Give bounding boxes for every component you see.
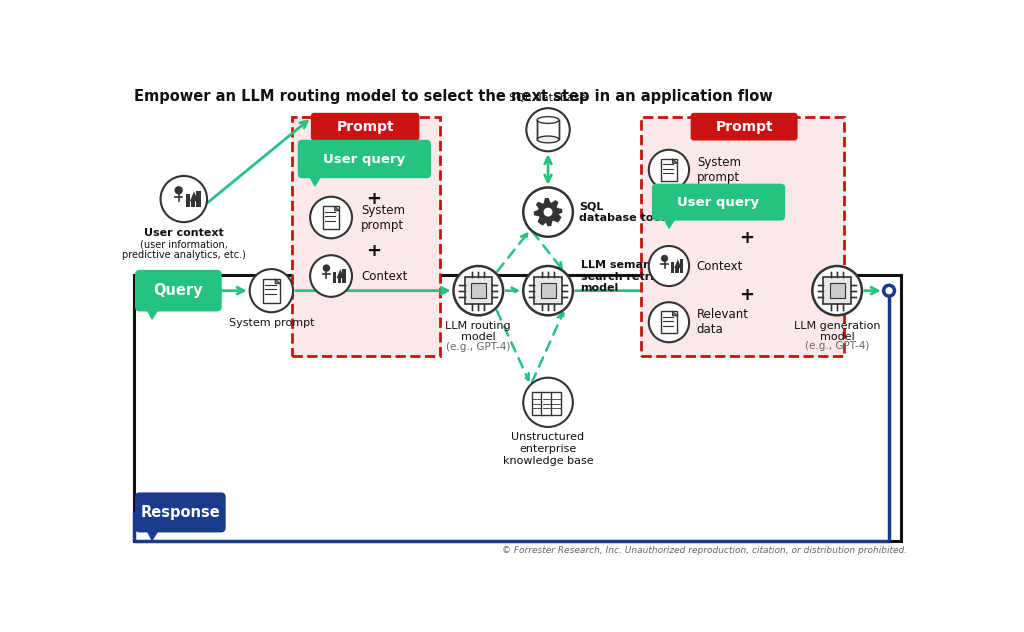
Bar — [191, 199, 196, 207]
Text: LLM routing
model: LLM routing model — [445, 320, 511, 343]
Text: Relevant
data: Relevant data — [697, 308, 749, 336]
FancyBboxPatch shape — [542, 392, 552, 415]
Bar — [675, 266, 679, 273]
Circle shape — [310, 197, 352, 238]
Text: SQL database: SQL database — [509, 93, 587, 103]
Polygon shape — [535, 198, 562, 226]
Text: LLM generation
model: LLM generation model — [794, 320, 881, 343]
Polygon shape — [674, 259, 681, 268]
Text: LLM semantic
search retrieval
model: LLM semantic search retrieval model — [581, 260, 680, 293]
Ellipse shape — [538, 117, 559, 123]
Circle shape — [523, 378, 572, 427]
Ellipse shape — [538, 136, 559, 143]
Bar — [333, 272, 337, 283]
Text: Unstructured
enterprise
knowledge base: Unstructured enterprise knowledge base — [503, 432, 593, 466]
Polygon shape — [335, 206, 339, 210]
FancyBboxPatch shape — [263, 279, 280, 303]
Text: +: + — [367, 241, 381, 260]
Polygon shape — [673, 159, 677, 163]
Polygon shape — [337, 269, 344, 278]
FancyBboxPatch shape — [135, 270, 222, 312]
Text: Prompt: Prompt — [336, 119, 394, 133]
FancyBboxPatch shape — [323, 206, 339, 229]
FancyBboxPatch shape — [660, 159, 677, 181]
FancyBboxPatch shape — [535, 277, 562, 304]
FancyBboxPatch shape — [298, 140, 431, 178]
Text: System
prompt: System prompt — [361, 204, 406, 231]
Circle shape — [454, 266, 503, 315]
Polygon shape — [189, 191, 199, 202]
FancyBboxPatch shape — [652, 184, 785, 221]
Bar — [338, 276, 341, 283]
Polygon shape — [145, 528, 160, 540]
Text: +: + — [739, 229, 754, 246]
FancyBboxPatch shape — [823, 277, 851, 304]
Circle shape — [812, 266, 862, 315]
FancyBboxPatch shape — [690, 112, 798, 140]
Circle shape — [310, 255, 352, 297]
Polygon shape — [663, 216, 677, 228]
Polygon shape — [275, 279, 280, 284]
Bar — [671, 262, 674, 273]
Circle shape — [649, 246, 689, 286]
Bar — [134, 276, 901, 541]
FancyBboxPatch shape — [551, 392, 561, 415]
Polygon shape — [145, 307, 160, 319]
Circle shape — [523, 188, 572, 237]
Circle shape — [323, 264, 330, 272]
Text: System
prompt: System prompt — [697, 155, 740, 184]
Circle shape — [161, 176, 207, 222]
Text: (e.g., GPT-4): (e.g., GPT-4) — [446, 343, 511, 352]
Text: © Forrester Research, Inc. Unauthorized reproduction, citation, or distribution : © Forrester Research, Inc. Unauthorized … — [502, 546, 907, 555]
Bar — [197, 191, 201, 207]
Text: predictive analytics, etc.): predictive analytics, etc.) — [122, 250, 246, 260]
Text: Query: Query — [154, 283, 203, 298]
Circle shape — [649, 150, 689, 190]
Bar — [185, 195, 189, 207]
FancyBboxPatch shape — [531, 392, 543, 415]
FancyBboxPatch shape — [311, 112, 420, 140]
Text: Prompt: Prompt — [716, 119, 773, 133]
Text: Empower an LLM routing model to select the next step in an application flow: Empower an LLM routing model to select t… — [134, 89, 773, 104]
Bar — [680, 259, 683, 273]
Text: User context: User context — [144, 228, 223, 238]
Text: +: + — [367, 190, 381, 208]
FancyBboxPatch shape — [829, 283, 845, 298]
Circle shape — [250, 269, 293, 312]
Text: User query: User query — [678, 196, 760, 209]
Text: System prompt: System prompt — [228, 318, 314, 327]
Text: Context: Context — [697, 260, 743, 272]
Bar — [342, 269, 346, 283]
FancyBboxPatch shape — [660, 311, 677, 333]
FancyBboxPatch shape — [471, 283, 485, 298]
Text: User query: User query — [324, 152, 406, 166]
Circle shape — [174, 186, 183, 195]
Text: Context: Context — [361, 269, 408, 283]
Text: Response: Response — [140, 505, 220, 520]
Circle shape — [660, 255, 668, 262]
Circle shape — [884, 285, 895, 296]
Polygon shape — [673, 311, 677, 316]
Circle shape — [523, 266, 572, 315]
FancyBboxPatch shape — [465, 277, 492, 304]
FancyBboxPatch shape — [135, 492, 225, 532]
Bar — [538, 120, 559, 140]
Text: +: + — [739, 286, 754, 303]
Text: (e.g., GPT-4): (e.g., GPT-4) — [805, 341, 869, 351]
Text: SQL
database tool: SQL database tool — [579, 202, 665, 223]
Text: (user information,: (user information, — [140, 239, 227, 249]
Circle shape — [544, 208, 553, 217]
Polygon shape — [308, 174, 323, 186]
FancyBboxPatch shape — [541, 283, 556, 298]
Circle shape — [526, 108, 569, 151]
Circle shape — [649, 302, 689, 343]
FancyBboxPatch shape — [641, 118, 844, 356]
Text: +: + — [739, 185, 754, 204]
FancyBboxPatch shape — [292, 118, 439, 356]
